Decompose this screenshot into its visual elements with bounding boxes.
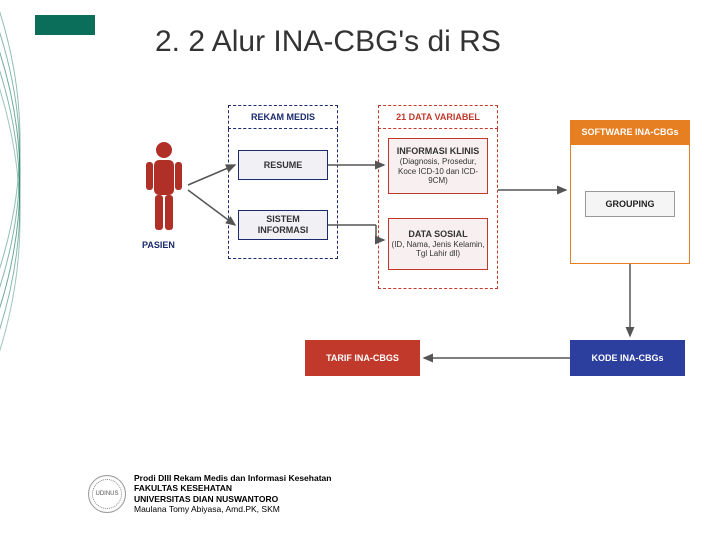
footer-line4: Maulana Tomy Abiyasa, Amd.PK, SKM <box>134 504 331 515</box>
arrows <box>150 90 705 400</box>
footer: UDINUS Prodi DIII Rekam Medis dan Inform… <box>88 473 331 516</box>
footer-line2: FAKULTAS KESEHATAN <box>134 483 331 494</box>
flow-diagram: PASIEN REKAM MEDIS RESUME SISTEM INFORMA… <box>150 90 705 400</box>
footer-text: Prodi DIII Rekam Medis dan Informasi Kes… <box>134 473 331 516</box>
university-logo: UDINUS <box>88 475 126 513</box>
footer-line3: UNIVERSITAS DIAN NUSWANTORO <box>134 494 331 505</box>
footer-line1: Prodi DIII Rekam Medis dan Informasi Kes… <box>134 473 331 484</box>
slide-title: 2. 2 Alur INA-CBG's di RS <box>155 25 501 59</box>
